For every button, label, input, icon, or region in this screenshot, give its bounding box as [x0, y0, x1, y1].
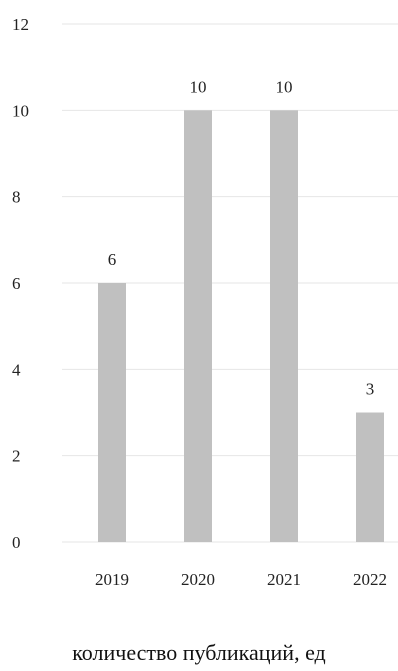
- y-tick-label-2: 2: [12, 447, 21, 466]
- y-tick-label-8: 8: [12, 188, 21, 207]
- data-labels: 6 10 10 3: [108, 77, 375, 398]
- data-label-2019: 6: [108, 250, 117, 269]
- x-axis-category-labels: 2019 2020 2021 2022: [95, 570, 387, 589]
- y-tick-label-10: 10: [12, 101, 29, 120]
- bars: [98, 110, 384, 542]
- x-tick-label-2021: 2021: [267, 570, 301, 589]
- y-tick-label-6: 6: [12, 274, 21, 293]
- y-axis-tick-labels: 0 2 4 6 8 10 12: [12, 15, 29, 552]
- y-tick-label-4: 4: [12, 360, 21, 379]
- y-tick-label-0: 0: [12, 533, 21, 552]
- y-tick-label-12: 12: [12, 15, 29, 34]
- x-tick-label-2019: 2019: [95, 570, 129, 589]
- bar-2021: [270, 110, 298, 542]
- bar-2022: [356, 412, 384, 542]
- bar-2020: [184, 110, 212, 542]
- bar-2019: [98, 283, 126, 542]
- x-tick-label-2020: 2020: [181, 570, 215, 589]
- data-label-2020: 10: [190, 77, 207, 96]
- x-tick-label-2022: 2022: [353, 570, 387, 589]
- x-axis-title: количество публикаций, ед: [72, 640, 326, 665]
- data-label-2022: 3: [366, 380, 375, 399]
- data-label-2021: 10: [276, 77, 293, 96]
